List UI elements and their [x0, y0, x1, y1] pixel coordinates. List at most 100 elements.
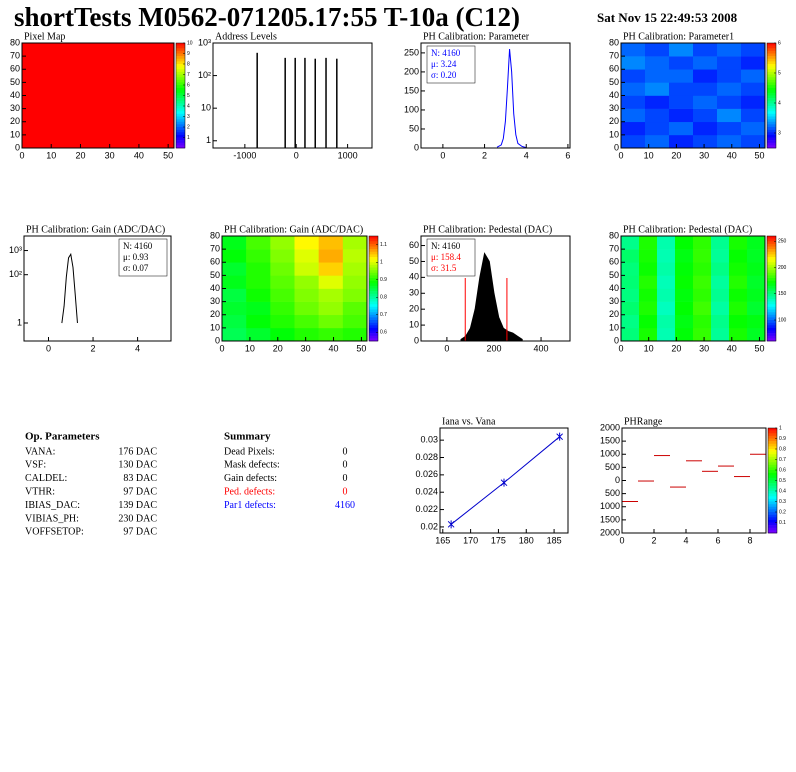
x-tick-label: 40	[727, 150, 737, 160]
colorbar-swatch	[176, 140, 185, 144]
plot-frame	[212, 42, 373, 149]
summary-value: 0	[343, 486, 348, 497]
colorbar-swatch	[767, 116, 776, 120]
y-tick-label: 70	[210, 244, 220, 254]
heatmap-cell	[318, 288, 344, 302]
heatmap-cell	[222, 275, 247, 289]
heatmap-cell	[222, 314, 247, 329]
colorbar-swatch	[369, 299, 378, 302]
heatmap-cell	[675, 327, 694, 342]
colorbar-label: 8	[187, 61, 190, 67]
chart-title: PH Calibration: Parameter1	[623, 31, 734, 42]
heatmap-cell	[639, 288, 658, 302]
chart-title: PH Calibration: Pedestal (DAC)	[423, 224, 552, 235]
heatmap-cell	[621, 301, 640, 316]
y-tick-label: 1	[17, 317, 22, 327]
colorbar-swatch	[767, 335, 776, 339]
heatmap-cell	[657, 314, 676, 329]
colorbar-swatch	[768, 430, 777, 434]
colorbar-swatch	[176, 116, 185, 120]
colorbar-swatch	[176, 145, 185, 149]
y-tick-label: 60	[409, 240, 419, 250]
heatmap-cell	[270, 262, 295, 276]
heatmap-cell	[729, 327, 748, 342]
heatmap-cell	[621, 249, 640, 263]
heatmap-cell	[693, 262, 712, 276]
colorbar-swatch	[768, 493, 777, 497]
heatmap-cell	[222, 236, 247, 250]
colorbar-swatch	[767, 314, 776, 318]
x-tick-label: 20	[671, 343, 681, 353]
heatmap-cell	[621, 236, 640, 250]
heatmap-cell	[270, 236, 295, 250]
colorbar-swatch	[767, 56, 776, 60]
heatmap-cell	[222, 249, 247, 263]
heatmap-cell	[294, 262, 319, 276]
colorbar-swatch	[767, 95, 776, 99]
x-tick-label: 20	[75, 150, 85, 160]
x-tick-label: 1000	[338, 150, 358, 160]
colorbar-swatch	[176, 100, 185, 104]
colorbar-label: 5	[187, 93, 190, 99]
x-tick-label: 165	[435, 535, 450, 545]
y-tick-label: 50	[10, 77, 20, 87]
y-tick-label: 10	[609, 129, 619, 139]
y-tick-label: 1500	[600, 436, 620, 446]
colorbar-swatch	[767, 140, 776, 144]
colorbar-swatch	[176, 77, 185, 81]
colorbar-swatch	[767, 278, 776, 281]
colorbar-swatch	[767, 77, 776, 81]
plot-frame	[420, 235, 571, 342]
heatmap-cell	[711, 249, 730, 263]
heatmap-cell	[657, 236, 676, 250]
colorbar-swatch	[767, 288, 776, 292]
colorbar-swatch	[176, 48, 185, 52]
heatmap-cell	[675, 301, 694, 316]
y-tick-label: 80	[210, 230, 220, 240]
heatmap-cell	[342, 301, 368, 316]
heatmap-cell	[693, 134, 718, 149]
colorbar-swatch	[767, 291, 776, 295]
colorbar-swatch	[768, 464, 777, 468]
parameter-value: 97 DAC	[123, 486, 157, 497]
heatmap-cell	[645, 134, 670, 149]
colorbar-swatch	[768, 504, 777, 508]
point	[447, 520, 455, 529]
colorbar-swatch	[176, 87, 185, 91]
heatmap-cell	[318, 236, 344, 250]
colorbar-swatch	[369, 278, 378, 281]
colorbar-swatch	[768, 454, 777, 458]
colorbar-swatch	[176, 95, 185, 99]
colorbar-swatch	[767, 301, 776, 305]
colorbar-swatch	[767, 312, 776, 316]
colorbar-label: 7	[187, 72, 190, 78]
heatmap-cell	[717, 95, 742, 109]
stats-line: N: 4160	[431, 48, 461, 58]
y-tick-label: 40	[409, 272, 419, 282]
heatmap-cell	[717, 69, 742, 83]
y-tick-label: 70	[609, 51, 619, 61]
x-tick-label: 0	[46, 343, 51, 353]
colorbar-swatch	[767, 257, 776, 260]
heatmap-cell	[318, 314, 344, 329]
point	[500, 478, 508, 487]
heatmap-cell	[741, 95, 766, 109]
parameter-value: 176 DAC	[118, 446, 157, 457]
heatmap-cell	[639, 236, 658, 250]
colorbar-swatch	[176, 43, 185, 46]
heatmap-cell	[669, 95, 694, 109]
colorbar-label: 5	[778, 70, 781, 76]
y-tick-label: 70	[609, 244, 619, 254]
summary-label: Dead Pixels:	[224, 446, 275, 457]
colorbar-swatch	[176, 90, 185, 94]
colorbar-swatch	[176, 79, 185, 83]
x-tick-label: 30	[699, 150, 709, 160]
chart-title: Iana vs. Vana	[442, 416, 496, 427]
heatmap-cell	[222, 301, 247, 316]
colorbar-swatch	[176, 56, 185, 60]
colorbar-label: 9	[187, 51, 190, 57]
heatmap-cell	[621, 95, 646, 109]
y-tick-label: 100	[404, 104, 419, 114]
colorbar-label: 0.8	[779, 446, 786, 452]
